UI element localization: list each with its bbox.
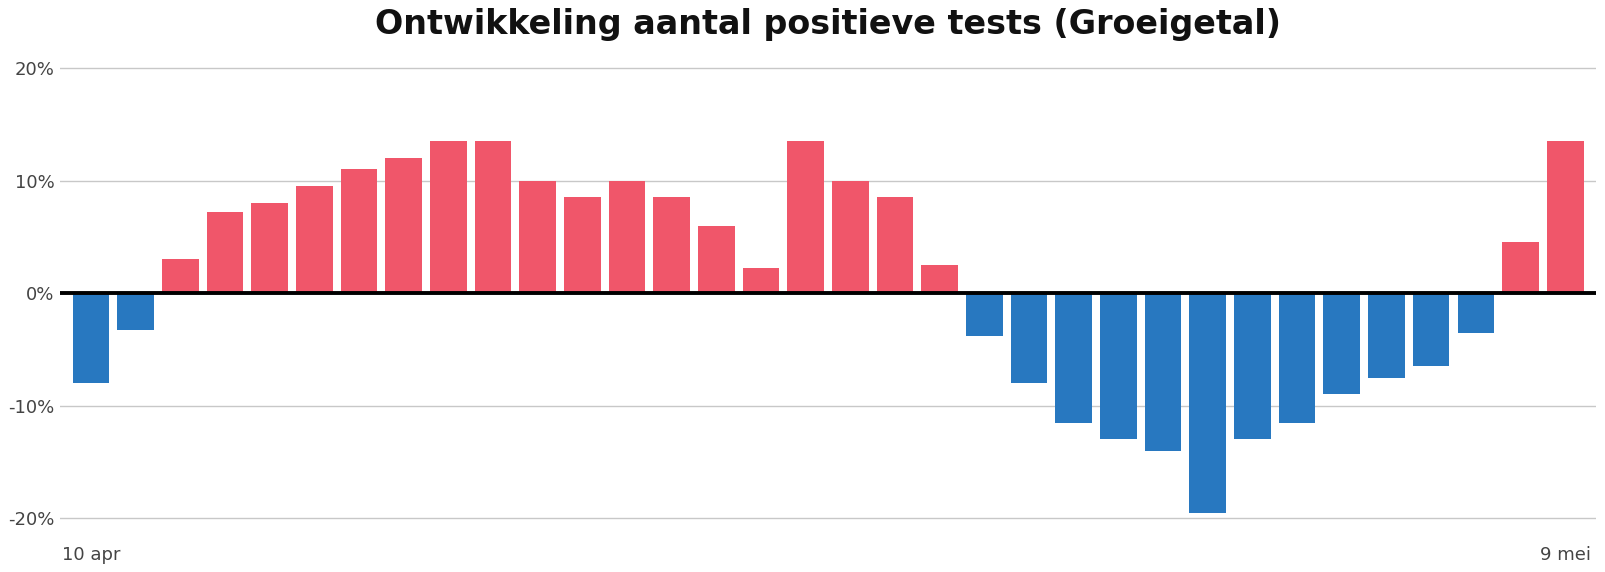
Bar bbox=[608, 181, 645, 293]
Title: Ontwikkeling aantal positieve tests (Groeigetal): Ontwikkeling aantal positieve tests (Gro… bbox=[376, 9, 1281, 41]
Bar bbox=[252, 203, 287, 293]
Bar bbox=[876, 197, 913, 293]
Bar bbox=[1547, 141, 1584, 293]
Bar bbox=[207, 212, 244, 293]
Bar bbox=[1324, 293, 1359, 395]
Bar bbox=[162, 259, 199, 293]
Bar bbox=[1011, 293, 1048, 383]
Bar bbox=[295, 186, 332, 293]
Bar bbox=[72, 293, 109, 383]
Bar bbox=[653, 197, 690, 293]
Bar bbox=[788, 141, 823, 293]
Bar bbox=[117, 293, 154, 330]
Bar bbox=[475, 141, 512, 293]
Bar bbox=[1144, 293, 1181, 451]
Bar bbox=[563, 197, 600, 293]
Bar bbox=[385, 158, 422, 293]
Bar bbox=[1502, 243, 1539, 293]
Bar bbox=[831, 181, 868, 293]
Bar bbox=[966, 293, 1003, 336]
Bar bbox=[1367, 293, 1404, 378]
Bar bbox=[1279, 293, 1316, 423]
Bar bbox=[1056, 293, 1091, 423]
Bar bbox=[1099, 293, 1136, 439]
Bar bbox=[743, 268, 780, 293]
Bar bbox=[520, 181, 555, 293]
Bar bbox=[698, 225, 735, 293]
Bar bbox=[1412, 293, 1449, 366]
Bar bbox=[1457, 293, 1494, 332]
Bar bbox=[1234, 293, 1271, 439]
Bar bbox=[340, 169, 377, 293]
Bar bbox=[430, 141, 467, 293]
Bar bbox=[1189, 293, 1226, 513]
Bar bbox=[921, 265, 958, 293]
